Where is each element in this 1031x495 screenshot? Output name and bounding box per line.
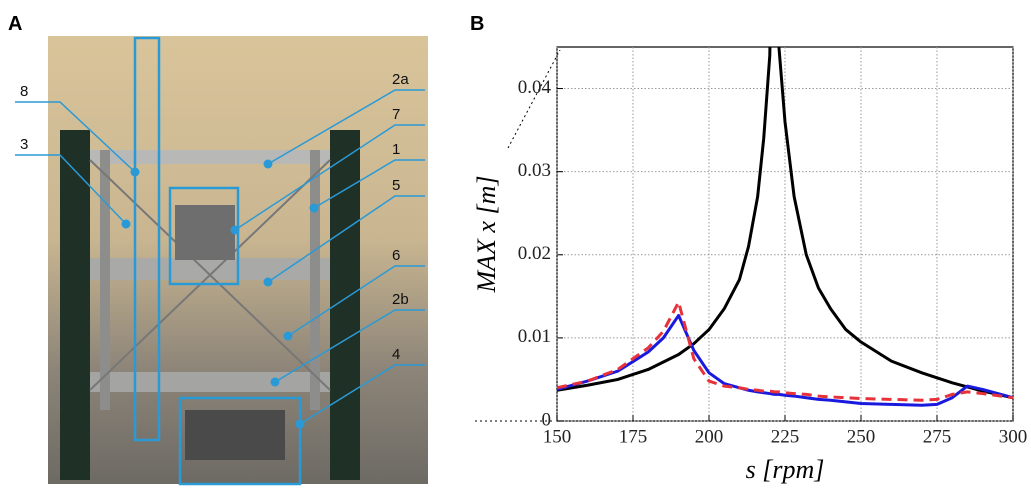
x-tick-label: 225 — [771, 426, 800, 447]
callout-dot — [263, 159, 273, 169]
callout-dot — [263, 277, 273, 287]
x-axis-label: s [rpm] — [746, 455, 825, 484]
callout-line — [267, 89, 425, 165]
photo — [48, 36, 428, 486]
callout-label: 2a — [392, 71, 409, 88]
series-line — [557, 313, 1013, 407]
callout-dot — [295, 419, 305, 429]
callout-line — [15, 154, 127, 225]
y-tick-label: 0.02 — [518, 243, 551, 264]
callout-label: 1 — [392, 141, 400, 158]
callout-dot — [309, 203, 319, 213]
callout-dot — [121, 219, 131, 229]
callout-dot — [283, 331, 293, 341]
callout-label: 4 — [392, 346, 400, 363]
callout-label: 8 — [20, 83, 28, 100]
callout-label: 6 — [392, 247, 400, 264]
panel-label: A — [8, 13, 22, 35]
callout-label: 5 — [392, 177, 400, 194]
callout-dot — [230, 225, 240, 235]
series-line — [557, 47, 1013, 400]
x-tick-label: 175 — [619, 426, 648, 447]
callout-line — [267, 195, 425, 283]
y-tick-label: 0 — [542, 409, 552, 430]
callout-label: 3 — [20, 136, 28, 153]
y-tick-label: 0.04 — [518, 77, 552, 98]
x-tick-label: 150 — [543, 426, 572, 447]
x-tick-label: 300 — [999, 426, 1028, 447]
callout-dot — [270, 377, 280, 387]
x-tick-label: 200 — [695, 426, 724, 447]
callout-line — [313, 159, 425, 209]
y-tick-label: 0.01 — [518, 326, 551, 347]
callout-line — [274, 309, 425, 383]
y-tick-label: 0.03 — [518, 160, 551, 181]
panel-label: B — [470, 13, 484, 35]
x-tick-label: 250 — [847, 426, 876, 447]
callout-label: 2b — [392, 291, 409, 308]
callout-line — [287, 265, 425, 337]
callout-line — [299, 364, 425, 425]
x-tick-label: 275 — [923, 426, 952, 447]
callout-line — [234, 124, 425, 231]
callout-dot — [130, 167, 140, 177]
callout-label: 7 — [392, 106, 400, 123]
plot-area — [475, 46, 1014, 422]
series-line — [557, 300, 1013, 402]
y-axis-label: MAX x [m] — [472, 176, 501, 294]
callout-line — [15, 101, 136, 173]
